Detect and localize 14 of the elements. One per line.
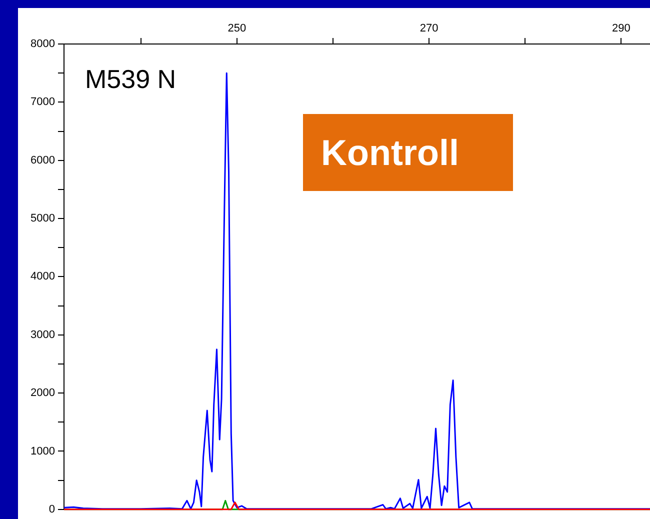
x-tick-label: 270	[420, 22, 438, 34]
y-tick-label: 5000	[30, 212, 55, 225]
annotation: Kontroll	[303, 114, 513, 191]
y-tick-label: 3000	[30, 328, 55, 341]
y-tick-label: 1000	[30, 445, 55, 458]
x-tick-label: 290	[612, 22, 630, 34]
y-tick-label: 4000	[30, 270, 55, 283]
y-tick-label: 7000	[30, 96, 55, 108]
y-tick-label: 8000	[30, 38, 55, 50]
x-tick-label: 250	[228, 22, 246, 34]
y-tick-label: 6000	[30, 154, 55, 166]
annotation: M539 N	[85, 64, 176, 95]
y-tick-label: 2000	[30, 387, 55, 400]
y-tick-label: 0	[48, 503, 55, 516]
